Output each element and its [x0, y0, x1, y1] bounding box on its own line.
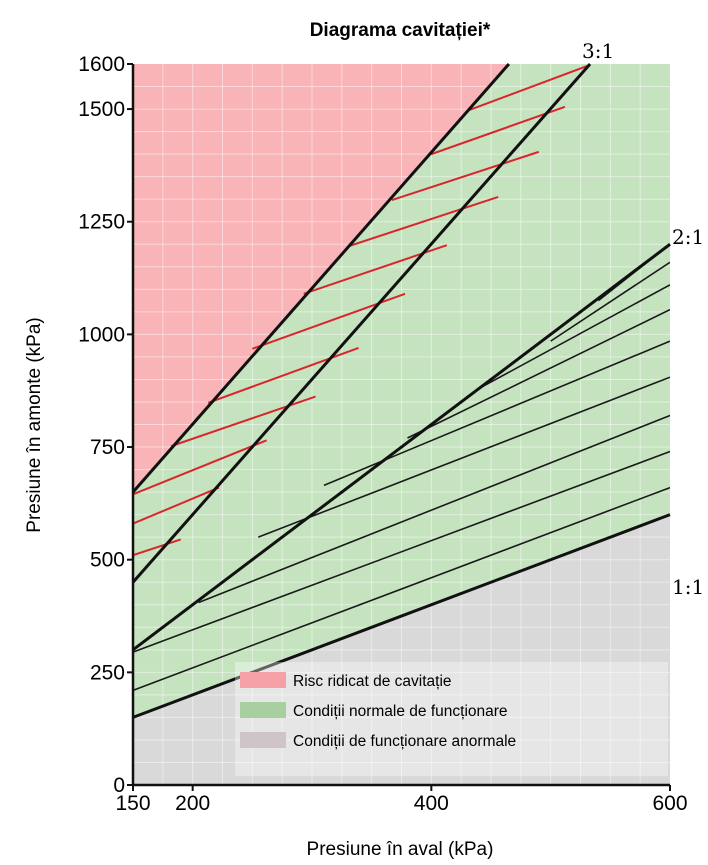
upper-boundary-line	[131, 63, 511, 494]
y-tick-label: 1600	[78, 53, 125, 76]
tick-labels: 0 250 500 750 1000 1250 1500 1600 150 200 400 600	[78, 53, 687, 815]
legend-swatch-normal	[240, 702, 286, 718]
legend-swatch-high-risk	[240, 672, 286, 688]
legend-box	[235, 662, 668, 776]
legend-swatch-abnormal	[240, 732, 286, 748]
grid	[133, 64, 670, 785]
x-tick-label: 400	[414, 792, 449, 815]
x-tick-label: 150	[115, 792, 150, 815]
y-tick-label: 1000	[78, 323, 125, 346]
ratio-line-2-1	[132, 243, 671, 652]
ratio-label-1-1: 1:1	[672, 575, 704, 599]
hatch-line-black	[407, 308, 670, 439]
hatching-black	[133, 243, 670, 692]
y-tick-label: 750	[90, 436, 125, 459]
hatch-line-black	[550, 261, 670, 342]
y-tick-label: 0	[113, 774, 125, 797]
hatch-line-red	[133, 439, 268, 496]
y-tick-label: 500	[90, 549, 125, 572]
y-axis-label: Presiune în amonte (kPa)	[24, 317, 45, 532]
x-tick-label: 200	[175, 792, 210, 815]
legend: Risc ridicat de cavitație Condiții norma…	[235, 662, 668, 776]
hatch-line-black	[133, 486, 670, 692]
y-tick-label: 250	[90, 661, 125, 684]
ratio-label-2-1: 2:1	[672, 225, 704, 249]
hatch-line-black	[258, 376, 670, 538]
legend-label-normal: Condiții normale de funcționare	[293, 703, 508, 720]
normal-region	[133, 64, 670, 718]
hatch-line-red	[469, 64, 591, 111]
hatch-line-red	[347, 195, 499, 248]
legend-label-high-risk: Risc ridicat de cavitație	[293, 673, 452, 690]
legend-label-abnormal: Condiții de funcționare anormale	[293, 733, 516, 750]
hatch-line-black	[478, 284, 670, 390]
hatch-line-black	[198, 414, 670, 604]
hatch-line-red	[430, 105, 566, 156]
hatch-line-red	[391, 150, 540, 202]
hatch-line-black	[133, 450, 670, 653]
boundary-lines	[131, 63, 671, 719]
y-tick-label: 1250	[78, 211, 125, 234]
ratio-label-3-1: 3:1	[582, 39, 614, 63]
hatch-line-red	[170, 395, 316, 448]
x-tick-label: 600	[652, 792, 687, 815]
chart-title: Diagrama cavitației*	[310, 20, 491, 41]
hatch-line-red	[133, 486, 220, 525]
axes	[131, 64, 670, 787]
y-tick-label: 1500	[78, 98, 125, 121]
x-axis-label: Presiune în aval (kPa)	[307, 839, 494, 860]
hatch-line-red	[133, 538, 182, 557]
ratio-line-3-1	[131, 63, 592, 584]
ratio-labels: 3:1 2:1 1:1	[582, 39, 704, 599]
ratio-line-1-1	[132, 513, 671, 719]
